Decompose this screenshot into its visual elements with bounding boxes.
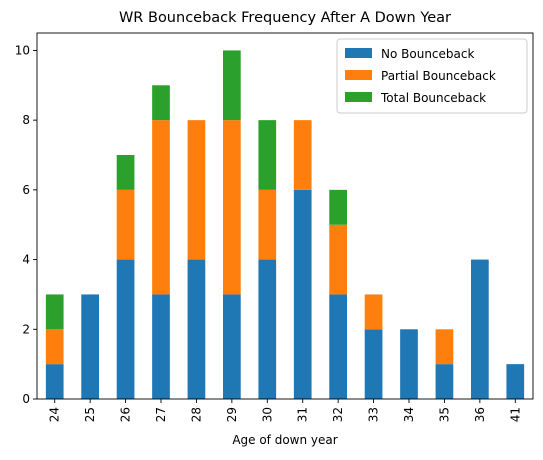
bar-segment bbox=[45, 329, 64, 365]
axes-layer bbox=[36, 32, 534, 400]
y-tick-label: 8 bbox=[22, 113, 30, 127]
bar-segment bbox=[506, 364, 525, 399]
bar-segment bbox=[187, 259, 206, 399]
bar-segment bbox=[45, 294, 64, 330]
x-tick-label: 28 bbox=[189, 407, 203, 422]
y-tick-label: 0 bbox=[22, 392, 30, 406]
legend-box bbox=[336, 38, 528, 114]
legend-swatch bbox=[345, 92, 372, 102]
bar-segment bbox=[152, 294, 170, 399]
bar-segment bbox=[152, 85, 170, 121]
y-tick-label: 6 bbox=[22, 183, 30, 197]
bars-layer bbox=[45, 50, 525, 399]
bar-segment bbox=[400, 329, 418, 399]
legend-swatch bbox=[345, 48, 372, 58]
legend: No Bounceback Partial Bounceback Total Bou… bbox=[336, 38, 528, 114]
bar-segment bbox=[45, 364, 64, 399]
bar-segment bbox=[435, 364, 454, 399]
bar-segment bbox=[364, 329, 383, 399]
bar-segment bbox=[258, 259, 277, 399]
x-tick-label: 41 bbox=[508, 407, 522, 422]
bar-segment bbox=[329, 224, 347, 295]
x-tick-label: 31 bbox=[296, 407, 310, 422]
x-tick-label: 27 bbox=[154, 407, 168, 422]
bar-segment bbox=[364, 294, 383, 330]
bar-segment bbox=[329, 294, 347, 399]
x-axis-label: Age of down year bbox=[232, 433, 337, 447]
bar-segment bbox=[81, 294, 99, 399]
y-tick-label: 10 bbox=[15, 43, 30, 57]
legend-label: Total Bounceback bbox=[380, 91, 486, 105]
y-tick-label: 4 bbox=[22, 253, 30, 267]
bar-segment bbox=[258, 189, 277, 260]
x-tick-label: 29 bbox=[225, 407, 239, 422]
bar-segment bbox=[293, 189, 312, 399]
x-tick-label: 35 bbox=[437, 407, 451, 422]
bar-segment bbox=[223, 120, 241, 295]
bar-segment bbox=[329, 189, 347, 225]
bar-segment bbox=[152, 120, 170, 295]
x-tick-label: 26 bbox=[119, 407, 133, 422]
y-tick-label: 2 bbox=[22, 322, 30, 336]
bar-segment bbox=[293, 120, 312, 190]
legend-label: Partial Bounceback bbox=[381, 69, 496, 83]
x-tick-label: 36 bbox=[473, 407, 487, 422]
bar-segment bbox=[223, 294, 241, 399]
x-tick-label: 25 bbox=[83, 407, 97, 422]
bar-segment bbox=[435, 329, 454, 365]
bar-segment bbox=[258, 120, 277, 190]
legend-swatch bbox=[345, 70, 372, 80]
legend-label: No Bounceback bbox=[381, 47, 474, 61]
x-tick-label: 30 bbox=[260, 407, 274, 422]
bar-segment bbox=[471, 259, 489, 399]
x-tick-label: 34 bbox=[402, 407, 416, 422]
plot-frame bbox=[36, 32, 534, 400]
bar-segment bbox=[116, 155, 135, 190]
bar-segment bbox=[223, 50, 241, 121]
bar-segment bbox=[116, 189, 135, 260]
x-tick-label: 33 bbox=[367, 407, 381, 422]
bar-segment bbox=[116, 259, 135, 399]
x-tick-label: 32 bbox=[331, 407, 345, 422]
x-tick-label: 24 bbox=[48, 407, 62, 422]
chart-title: WR Bounceback Frequency After A Down Yea… bbox=[119, 10, 451, 26]
bar-segment bbox=[187, 120, 206, 260]
